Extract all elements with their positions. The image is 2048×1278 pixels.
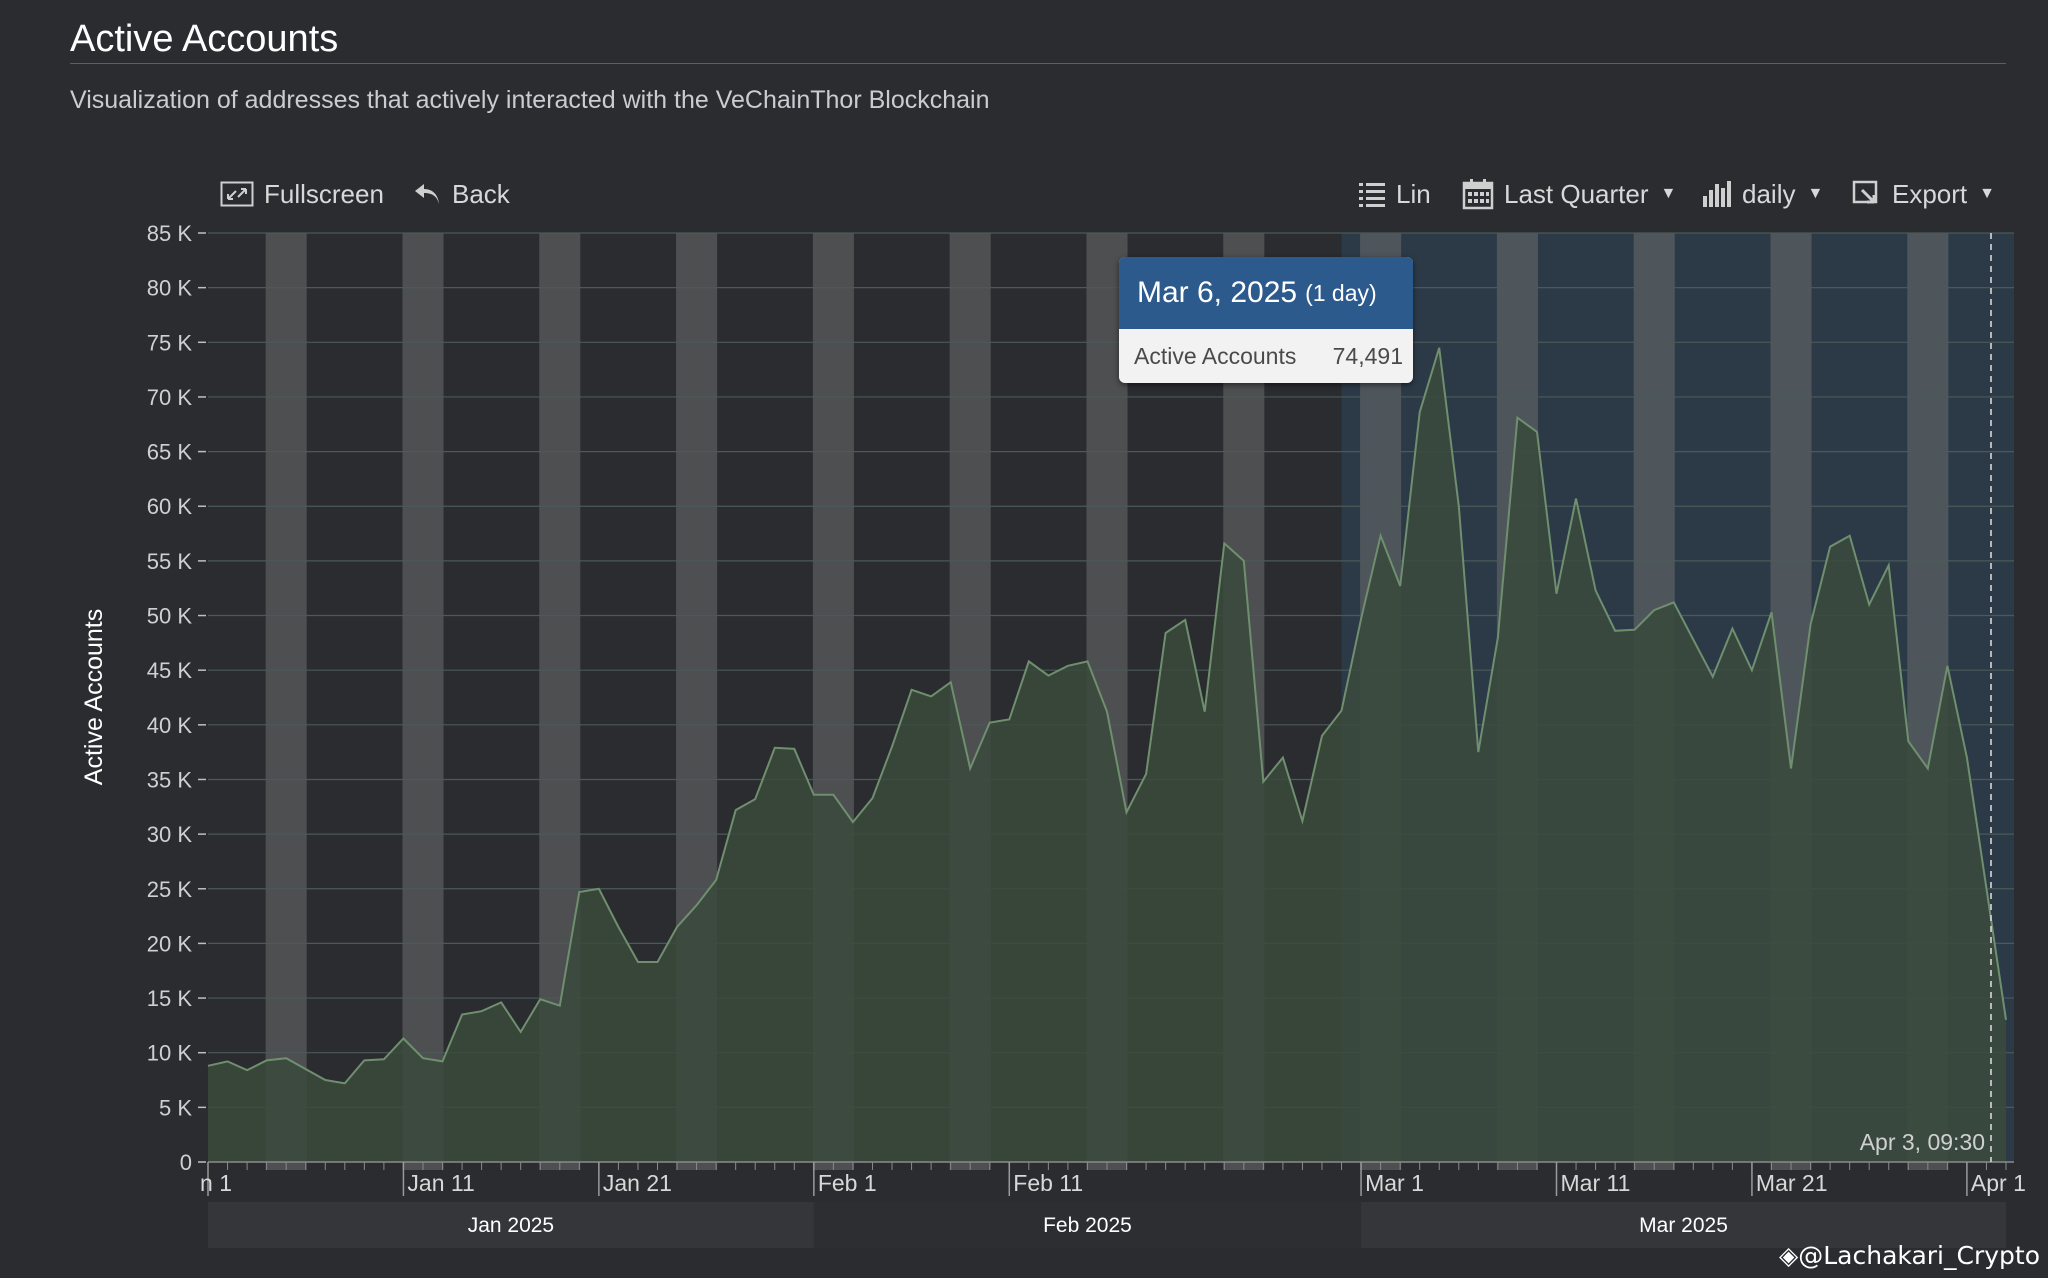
month-band: [813, 1202, 1362, 1248]
tooltip-header: Mar 6, 2025 (1 day): [1119, 257, 1413, 329]
y-tick-label: 85 K: [147, 221, 193, 246]
export-label: Export: [1892, 178, 1968, 209]
tooltip-duration: (1 day): [1305, 279, 1377, 306]
x-tick-label: Feb 11: [1013, 1170, 1083, 1196]
fullscreen-label: Fullscreen: [264, 178, 384, 209]
interval-label: daily: [1742, 178, 1796, 209]
month-label: Jan 2025: [468, 1214, 554, 1237]
chevron-down-icon: ▼: [1807, 185, 1824, 202]
scale-label: Lin: [1396, 178, 1431, 209]
month-band: [1361, 1202, 2006, 1248]
y-tick-label: 30 K: [147, 822, 193, 847]
chevron-down-icon: ▼: [1660, 185, 1677, 202]
x-tick-label: Feb 1: [818, 1170, 877, 1196]
x-tick-label: Jan 21: [603, 1170, 672, 1196]
page-subtitle: Visualization of addresses that actively…: [70, 86, 990, 114]
x-tick-label: Jan 11: [407, 1170, 474, 1196]
export-dropdown[interactable]: Export ▼: [1852, 174, 1995, 214]
y-tick-label: 55 K: [147, 549, 193, 574]
calendar-icon: [1462, 178, 1494, 210]
fullscreen-icon: [220, 181, 254, 207]
tooltip-date: Mar 6, 2025: [1137, 276, 1298, 309]
list-icon: [1358, 180, 1386, 208]
diamond-icon: ◈: [1779, 1241, 1799, 1270]
scale-toggle-button[interactable]: Lin: [1358, 174, 1431, 214]
y-tick-label: 25 K: [147, 877, 193, 902]
interval-dropdown[interactable]: daily ▼: [1702, 174, 1823, 214]
y-tick-label: 40 K: [147, 713, 193, 738]
fullscreen-button[interactable]: Fullscreen: [220, 174, 384, 214]
y-tick-label: 35 K: [147, 767, 193, 792]
weekend-band: [402, 233, 444, 1170]
title-divider: [70, 63, 2006, 64]
range-label: Last Quarter: [1504, 178, 1649, 209]
x-tick-label: Mar 1: [1365, 1170, 1424, 1196]
month-band: [208, 1202, 814, 1248]
y-tick-label: 0: [180, 1150, 192, 1175]
y-tick-label: 65 K: [147, 440, 193, 465]
y-tick-label: 10 K: [147, 1041, 193, 1066]
x-tick-label: Apr 1: [1971, 1170, 2026, 1196]
y-tick-label: 60 K: [147, 494, 193, 519]
x-tick-label: n 1: [200, 1170, 232, 1196]
y-tick-label: 70 K: [147, 385, 193, 410]
y-tick-label: 50 K: [147, 604, 193, 629]
weekend-band: [265, 233, 307, 1170]
bar-chart-icon: [1702, 180, 1732, 208]
area-fill: [208, 347, 2006, 1162]
y-tick-label: 15 K: [147, 986, 193, 1011]
chevron-down-icon: ▼: [1979, 185, 1995, 202]
y-tick-label: 80 K: [147, 276, 193, 301]
y-axis-title: Active Accounts: [80, 609, 108, 785]
y-tick-label: 5 K: [159, 1095, 192, 1120]
back-arrow-icon: [412, 180, 442, 208]
back-label: Back: [452, 178, 510, 209]
y-tick-label: 75 K: [147, 330, 193, 355]
series-line: [207, 347, 2007, 1085]
tooltip-body: Active Accounts 74,491: [1119, 329, 1413, 383]
back-button[interactable]: Back: [412, 174, 510, 214]
export-icon: [1852, 180, 1882, 208]
y-tick-label: 45 K: [147, 658, 193, 683]
crosshair-time-label: Apr 3, 09:30: [1860, 1129, 1985, 1155]
tooltip-value: 74,491: [1332, 342, 1403, 369]
page-title: Active Accounts: [70, 18, 339, 60]
x-tick-label: Mar 21: [1756, 1170, 1828, 1196]
watermark: ◈@Lachakari_Crypto: [1779, 1241, 2040, 1270]
x-tick-label: Mar 11: [1561, 1170, 1631, 1196]
month-label: Mar 2025: [1639, 1214, 1728, 1237]
range-dropdown[interactable]: Last Quarter ▼: [1462, 174, 1676, 214]
data-tooltip: Mar 6, 2025 (1 day) Active Accounts 74,4…: [1119, 257, 1413, 383]
month-label: Feb 2025: [1043, 1214, 1132, 1237]
y-tick-label: 20 K: [147, 931, 193, 956]
tooltip-series-label: Active Accounts: [1134, 342, 1297, 369]
